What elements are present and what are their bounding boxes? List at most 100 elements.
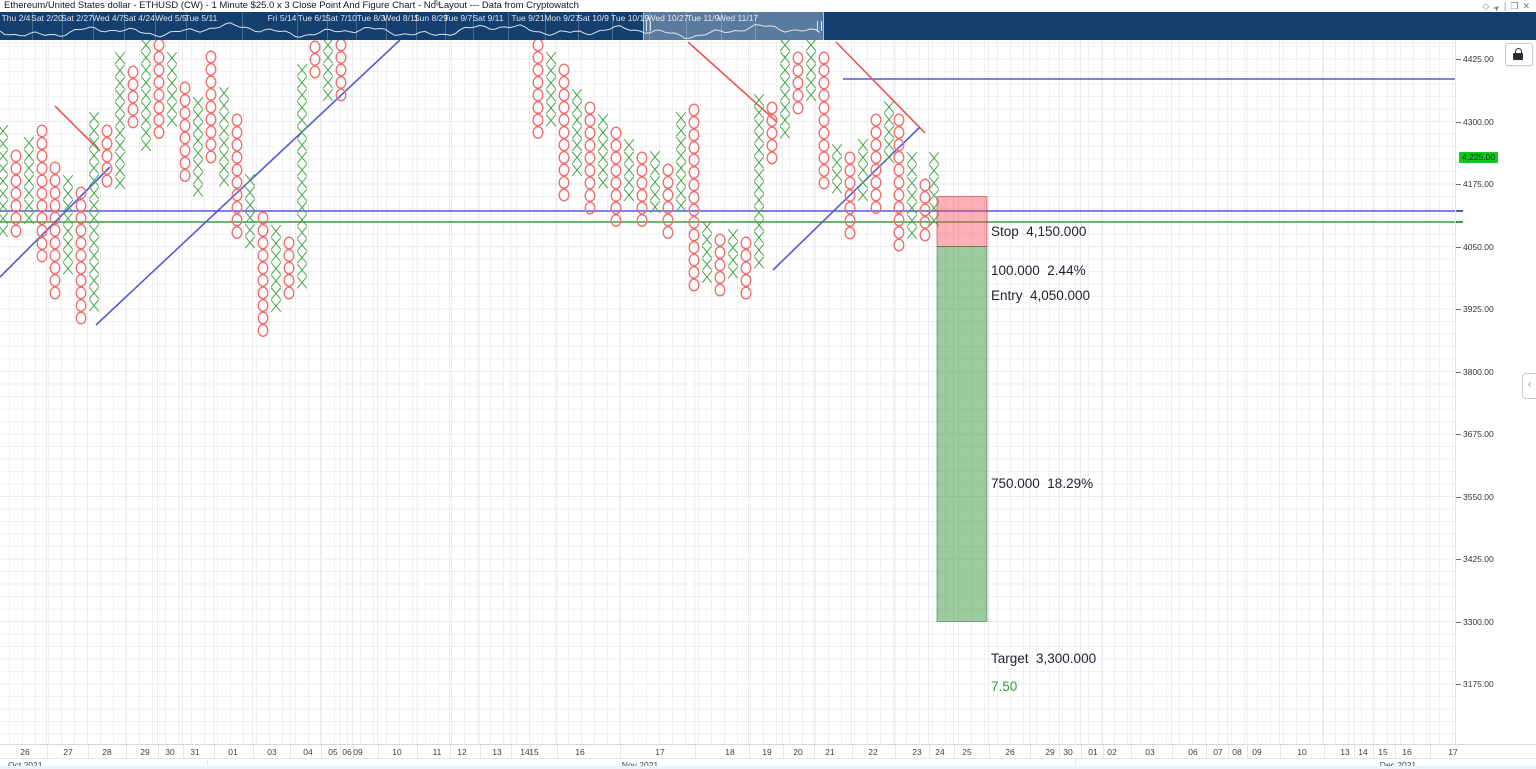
- navigator-date-label: Sat 2/20: [31, 13, 63, 23]
- day-separator: [695, 745, 696, 758]
- day-label: 16: [1402, 747, 1412, 757]
- day-label: 13: [492, 747, 502, 757]
- day-separator: [1030, 745, 1031, 758]
- day-label: 23: [912, 747, 922, 757]
- navigator-date-label: Tue 9/21: [511, 13, 545, 23]
- day-separator: [479, 745, 481, 758]
- day-separator: [377, 745, 379, 758]
- day-label: 29: [140, 747, 150, 757]
- navigator-separator: [611, 12, 613, 40]
- trendline-up-blue[interactable]: [0, 166, 111, 278]
- entry-label[interactable]: Entry 4,050.000: [991, 288, 1091, 303]
- pnf-column-x: [831, 143, 843, 194]
- chart-title: Ethereum/United States dollar - ETHUSD (…: [4, 0, 579, 11]
- price-tick-label: 3300.00: [1456, 617, 1494, 627]
- pnf-column-o: [283, 236, 295, 300]
- day-separator: [1171, 745, 1173, 758]
- navigator-resize-handle[interactable]: [646, 21, 651, 31]
- pnf-column-o: [558, 63, 570, 202]
- day-label: 02: [1107, 747, 1117, 757]
- collapse-price-scale-button[interactable]: ‹: [1522, 373, 1536, 399]
- navigator-separator: [720, 12, 722, 40]
- position-profit-zone[interactable]: [936, 246, 988, 622]
- day-separator: [252, 745, 254, 758]
- divider: |: [1504, 1, 1511, 11]
- navigator-separator: [508, 12, 509, 40]
- day-label: 30: [165, 747, 175, 757]
- pnf-column-x: [270, 224, 282, 313]
- navigator-date-label: Sat 9/11: [472, 13, 504, 23]
- pnf-column-o: [231, 113, 243, 239]
- day-label: 11: [432, 747, 442, 757]
- pnf-column-o: [766, 101, 778, 165]
- day-separator: [953, 745, 955, 758]
- navigator-date-label: Sat 7/10: [325, 13, 357, 23]
- navigator-date-label: Sat 4/24: [123, 13, 155, 23]
- navigator-date-label: Tue 5/11: [184, 13, 218, 23]
- day-separator: [449, 745, 451, 758]
- day-separator: [928, 745, 930, 758]
- pnf-column-x: [571, 88, 583, 177]
- pnf-column-x: [88, 111, 100, 312]
- day-separator: [748, 745, 750, 758]
- navigator-resize-handle[interactable]: [817, 21, 822, 31]
- pnf-column-o: [49, 161, 61, 300]
- navigator-separator: [92, 12, 94, 40]
- pnf-column-o: [870, 113, 882, 214]
- trendline-down-red[interactable]: [54, 105, 101, 152]
- pnf-column-x: [296, 63, 308, 289]
- time-axis[interactable]: Oct 2021 Nov 2021 Dec 2021 26 27 28 29 30 31 01 0…: [0, 744, 1536, 769]
- diamond-icon[interactable]: ◇: [1482, 1, 1494, 11]
- navigator-date-label: Sat 2/27: [61, 13, 93, 23]
- day-separator: [46, 745, 48, 758]
- day-separator: [557, 745, 558, 758]
- day-separator: [340, 745, 341, 758]
- pnf-column-o: [75, 186, 87, 325]
- day-label: 03: [267, 747, 277, 757]
- day-label: 10: [1297, 747, 1307, 757]
- day-label: 25: [962, 747, 972, 757]
- hline-axis-tick: [1456, 221, 1463, 223]
- pnf-column-x: [727, 228, 739, 279]
- navigator-separator: [473, 12, 474, 40]
- navigator-selection-window[interactable]: [643, 12, 824, 40]
- day-label: 10: [392, 747, 402, 757]
- price-tick-label: 3800.00: [1456, 367, 1494, 377]
- position-stop-zone[interactable]: [936, 196, 988, 247]
- day-separator: [1059, 745, 1060, 758]
- edit-title-icon[interactable]: ✎: [433, 0, 442, 10]
- price-tick-label: 3550.00: [1456, 492, 1494, 502]
- pnf-column-x: [675, 111, 687, 212]
- day-label: 24: [935, 747, 945, 757]
- day-separator: [1247, 745, 1248, 758]
- navigator-separator: [649, 12, 650, 40]
- pnf-column-o: [792, 51, 804, 115]
- day-separator: [895, 745, 896, 758]
- day-label: 13: [1340, 747, 1350, 757]
- close-icon[interactable]: ✕: [1522, 1, 1534, 11]
- pnf-column-x: [805, 40, 817, 102]
- pnf-column-x: [244, 173, 256, 249]
- pnf-column-x: [23, 136, 35, 225]
- lock-scale-button[interactable]: [1505, 43, 1533, 66]
- price-tick-label: 3925.00: [1456, 304, 1494, 314]
- pnf-column-x: [906, 151, 918, 240]
- day-separator: [1430, 745, 1431, 758]
- title-bar: Ethereum/United States dollar - ETHUSD (…: [0, 0, 1536, 14]
- day-separator: [1131, 745, 1132, 758]
- copy-icon[interactable]: ❐: [1510, 1, 1523, 11]
- price-tick-label: 3675.00: [1456, 429, 1494, 439]
- pnf-column-x: [0, 124, 9, 238]
- stop-label[interactable]: Stop 4,150.000: [991, 224, 1087, 239]
- navigator-separator: [685, 12, 687, 40]
- date-range-navigator[interactable]: Thu 2/4 Sat 2/20 Sat 2/27 Wed 4/7 Sat 4/24 We…: [0, 12, 1536, 40]
- navigator-separator: [416, 12, 417, 40]
- trendline-down-red[interactable]: [835, 41, 926, 134]
- day-separator: [814, 745, 815, 758]
- trendline-down-red[interactable]: [687, 41, 778, 123]
- chart-canvas[interactable]: Stop 4,150.000 100.000 2.44% Entry 4,050…: [0, 40, 1455, 744]
- target-label[interactable]: Target 3,300.000: [991, 651, 1097, 666]
- navigator-date-label: Wed 11/17: [717, 13, 759, 23]
- month-row: Oct 2021 Nov 2021 Dec 2021: [0, 758, 1536, 769]
- navigator-date-label: Tue 10/19: [611, 13, 649, 23]
